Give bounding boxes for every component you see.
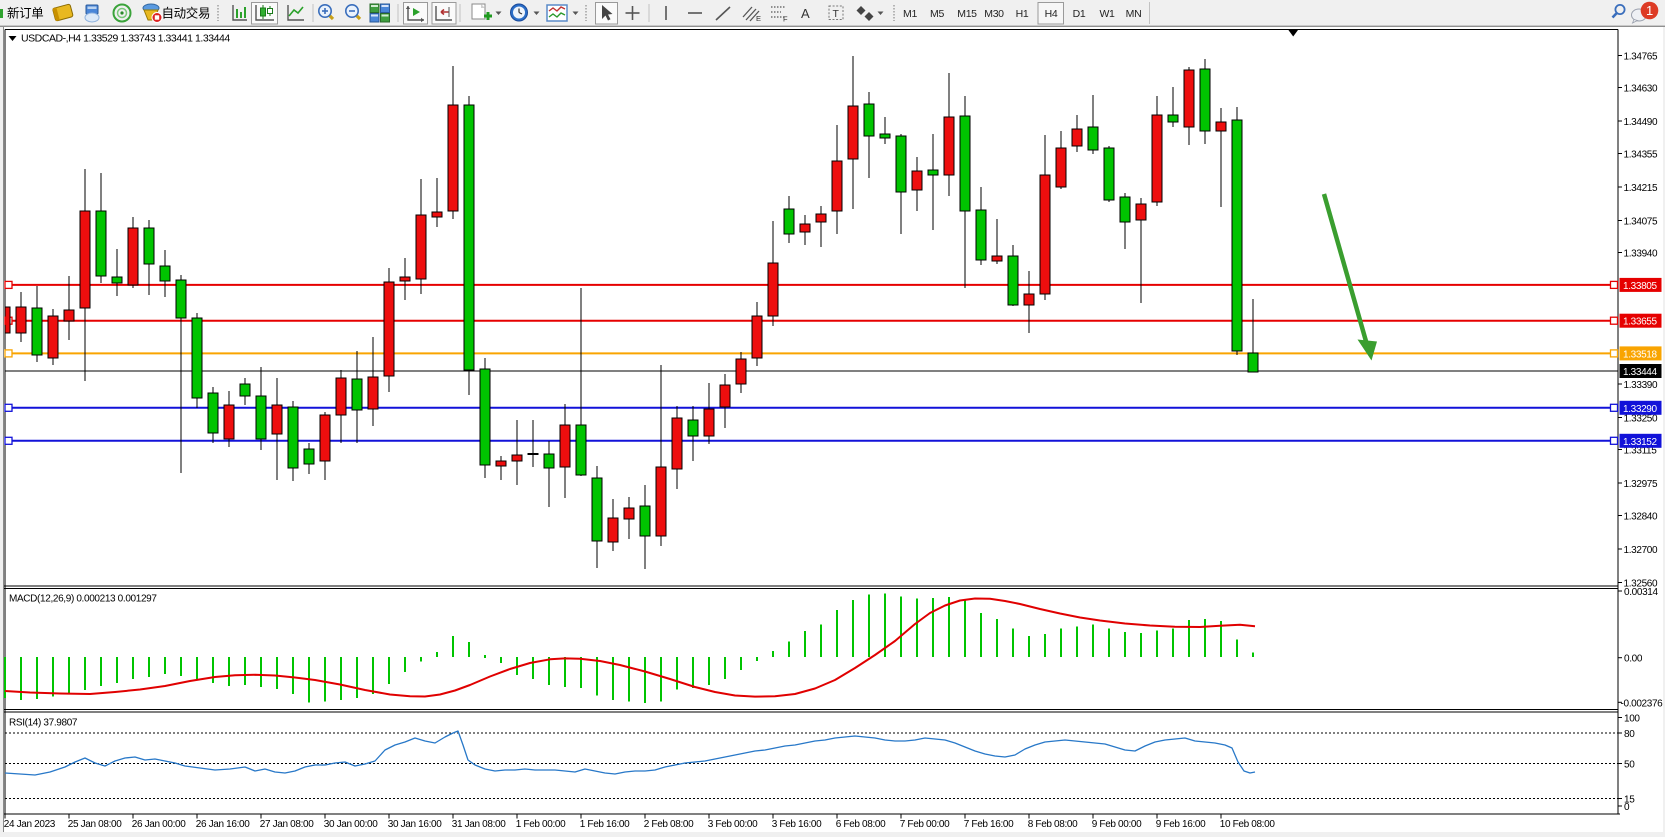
svg-text:H4: H4 xyxy=(1045,8,1058,20)
svg-text:1.33655: 1.33655 xyxy=(1623,317,1657,328)
svg-text:新订单: 新订单 xyxy=(7,6,43,21)
svg-text:1.34215: 1.34215 xyxy=(1624,183,1658,194)
svg-text:31 Jan 08:00: 31 Jan 08:00 xyxy=(452,819,506,830)
svg-text:-0.002376: -0.002376 xyxy=(1621,698,1664,709)
svg-text:0.00314: 0.00314 xyxy=(1624,587,1658,598)
svg-text:自动交易: 自动交易 xyxy=(162,6,211,21)
svg-text:1.34765: 1.34765 xyxy=(1624,51,1658,62)
svg-text:10 Feb 08:00: 10 Feb 08:00 xyxy=(1220,819,1276,830)
svg-text:27 Jan 08:00: 27 Jan 08:00 xyxy=(260,819,314,830)
svg-text:1.34630: 1.34630 xyxy=(1624,84,1658,95)
svg-text:15: 15 xyxy=(1624,795,1635,806)
svg-text:H1: H1 xyxy=(1016,8,1029,20)
svg-text:M5: M5 xyxy=(930,8,944,20)
svg-text:30 Jan 00:00: 30 Jan 00:00 xyxy=(324,819,378,830)
svg-text:MN: MN xyxy=(1126,8,1142,20)
svg-text:M1: M1 xyxy=(903,8,917,20)
svg-text:80: 80 xyxy=(1624,729,1635,740)
svg-text:26 Jan 00:00: 26 Jan 00:00 xyxy=(132,819,186,830)
svg-text:1.34355: 1.34355 xyxy=(1624,149,1658,160)
svg-text:W1: W1 xyxy=(1099,8,1115,20)
svg-text:25 Jan 08:00: 25 Jan 08:00 xyxy=(68,819,122,830)
svg-text:1.33518: 1.33518 xyxy=(1623,349,1657,360)
svg-text:1.33940: 1.33940 xyxy=(1624,249,1658,260)
svg-text:7 Feb 00:00: 7 Feb 00:00 xyxy=(900,819,950,830)
svg-text:1 Feb 00:00: 1 Feb 00:00 xyxy=(516,819,566,830)
svg-text:1: 1 xyxy=(1646,3,1653,18)
svg-text:30 Jan 16:00: 30 Jan 16:00 xyxy=(388,819,442,830)
svg-text:6 Feb 08:00: 6 Feb 08:00 xyxy=(836,819,886,830)
svg-text:1.33290: 1.33290 xyxy=(1623,404,1657,415)
svg-text:M15: M15 xyxy=(957,8,977,20)
svg-text:1.32840: 1.32840 xyxy=(1624,511,1658,522)
svg-text:1.33115: 1.33115 xyxy=(1624,446,1658,457)
svg-text:24 Jan 2023: 24 Jan 2023 xyxy=(4,819,56,830)
svg-text:A: A xyxy=(801,6,810,21)
svg-text:M30: M30 xyxy=(984,8,1004,20)
svg-text:1.33390: 1.33390 xyxy=(1624,380,1658,391)
svg-text:1.33444: 1.33444 xyxy=(1623,367,1657,378)
svg-text:1.33805: 1.33805 xyxy=(1623,281,1657,292)
svg-text:0: 0 xyxy=(1624,802,1630,813)
svg-text:0.00: 0.00 xyxy=(1624,654,1643,665)
svg-text:MACD(12,26,9) 0.000213 0.00129: MACD(12,26,9) 0.000213 0.001297 xyxy=(9,594,157,605)
svg-text:2 Feb 08:00: 2 Feb 08:00 xyxy=(644,819,694,830)
svg-text:26 Jan 16:00: 26 Jan 16:00 xyxy=(196,819,250,830)
svg-text:T: T xyxy=(833,8,840,20)
svg-text:50: 50 xyxy=(1624,760,1635,771)
svg-text:8 Feb 08:00: 8 Feb 08:00 xyxy=(1028,819,1078,830)
svg-text:1.33250: 1.33250 xyxy=(1624,413,1658,424)
svg-text:3 Feb 16:00: 3 Feb 16:00 xyxy=(772,819,822,830)
svg-text:E: E xyxy=(756,14,761,23)
svg-text:1.32560: 1.32560 xyxy=(1624,578,1658,589)
svg-text:1.33152: 1.33152 xyxy=(1623,437,1657,448)
svg-text:3 Feb 00:00: 3 Feb 00:00 xyxy=(708,819,758,830)
svg-text:D1: D1 xyxy=(1073,8,1086,20)
svg-text:F: F xyxy=(783,15,788,24)
svg-text:1.34075: 1.34075 xyxy=(1624,216,1658,227)
svg-text:USDCAD-,H4 1.33529 1.33743 1.: USDCAD-,H4 1.33529 1.33743 1.33441 1.334… xyxy=(21,33,230,45)
svg-text:100: 100 xyxy=(1624,714,1640,725)
svg-text:RSI(14) 37.9807: RSI(14) 37.9807 xyxy=(9,718,78,729)
svg-text:7 Feb 16:00: 7 Feb 16:00 xyxy=(964,819,1014,830)
svg-text:1 Feb 16:00: 1 Feb 16:00 xyxy=(580,819,630,830)
svg-text:9 Feb 00:00: 9 Feb 00:00 xyxy=(1092,819,1142,830)
svg-text:1.32975: 1.32975 xyxy=(1624,479,1658,490)
svg-text:1.34490: 1.34490 xyxy=(1624,117,1658,128)
svg-text:9 Feb 16:00: 9 Feb 16:00 xyxy=(1156,819,1206,830)
svg-text:1.32700: 1.32700 xyxy=(1624,545,1658,556)
